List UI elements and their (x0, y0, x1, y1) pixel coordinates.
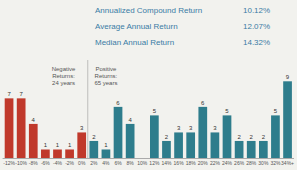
svg-text:2: 2 (92, 134, 96, 140)
svg-text:Annualized Compound Return: Annualized Compound Return (95, 6, 202, 15)
svg-text:-12%: -12% (3, 160, 15, 166)
svg-text:Median Annual Return: Median Annual Return (95, 38, 174, 47)
svg-text:2: 2 (250, 134, 254, 140)
svg-text:-6%: -6% (41, 160, 50, 166)
svg-text:5: 5 (274, 108, 278, 114)
svg-text:5: 5 (153, 108, 157, 114)
svg-text:30%: 30% (258, 160, 269, 166)
svg-text:9: 9 (286, 74, 290, 80)
svg-text:Returns:: Returns: (95, 73, 118, 79)
svg-text:10.12%: 10.12% (243, 6, 270, 15)
svg-text:14.32%: 14.32% (243, 38, 270, 47)
svg-text:32%: 32% (270, 160, 281, 166)
svg-text:6%: 6% (114, 160, 122, 166)
svg-text:22%: 22% (210, 160, 221, 166)
svg-text:1: 1 (56, 142, 60, 148)
svg-text:4: 4 (32, 117, 36, 123)
svg-text:20%: 20% (198, 160, 209, 166)
svg-text:4: 4 (128, 117, 132, 123)
svg-text:3: 3 (213, 125, 217, 131)
svg-text:2%: 2% (90, 160, 98, 166)
svg-text:3: 3 (189, 125, 193, 131)
svg-text:6: 6 (201, 100, 205, 106)
svg-text:8%: 8% (127, 160, 135, 166)
svg-text:2: 2 (165, 134, 169, 140)
svg-text:1: 1 (68, 142, 72, 148)
svg-text:7: 7 (7, 91, 11, 97)
svg-text:18%: 18% (186, 160, 197, 166)
svg-text:Returns:: Returns: (52, 73, 75, 79)
svg-text:1: 1 (44, 142, 48, 148)
svg-text:12%: 12% (149, 160, 160, 166)
svg-text:7: 7 (19, 91, 23, 97)
svg-text:3: 3 (80, 125, 84, 131)
svg-text:24%: 24% (222, 160, 233, 166)
svg-text:10%: 10% (137, 160, 148, 166)
svg-text:-10%: -10% (15, 160, 27, 166)
svg-text:6: 6 (116, 100, 120, 106)
svg-text:-4%: -4% (53, 160, 62, 166)
svg-text:-8%: -8% (29, 160, 38, 166)
svg-text:65 years: 65 years (94, 80, 117, 86)
svg-text:24 years: 24 years (52, 80, 75, 86)
svg-text:1: 1 (104, 142, 108, 148)
svg-text:12.07%: 12.07% (243, 22, 270, 31)
svg-text:34%+: 34%+ (281, 160, 294, 166)
svg-text:5: 5 (225, 108, 229, 114)
svg-text:2: 2 (262, 134, 266, 140)
svg-text:26%: 26% (234, 160, 245, 166)
svg-text:Average Annual Return: Average Annual Return (95, 22, 178, 31)
svg-text:28%: 28% (246, 160, 257, 166)
svg-text:3: 3 (177, 125, 181, 131)
svg-text:2: 2 (237, 134, 241, 140)
svg-text:16%: 16% (174, 160, 185, 166)
svg-text:-2%: -2% (65, 160, 74, 166)
svg-text:4%: 4% (102, 160, 110, 166)
svg-text:14%: 14% (161, 160, 172, 166)
svg-text:0%: 0% (78, 160, 86, 166)
svg-text:Negative: Negative (52, 66, 76, 72)
svg-text:Positive: Positive (95, 66, 117, 72)
